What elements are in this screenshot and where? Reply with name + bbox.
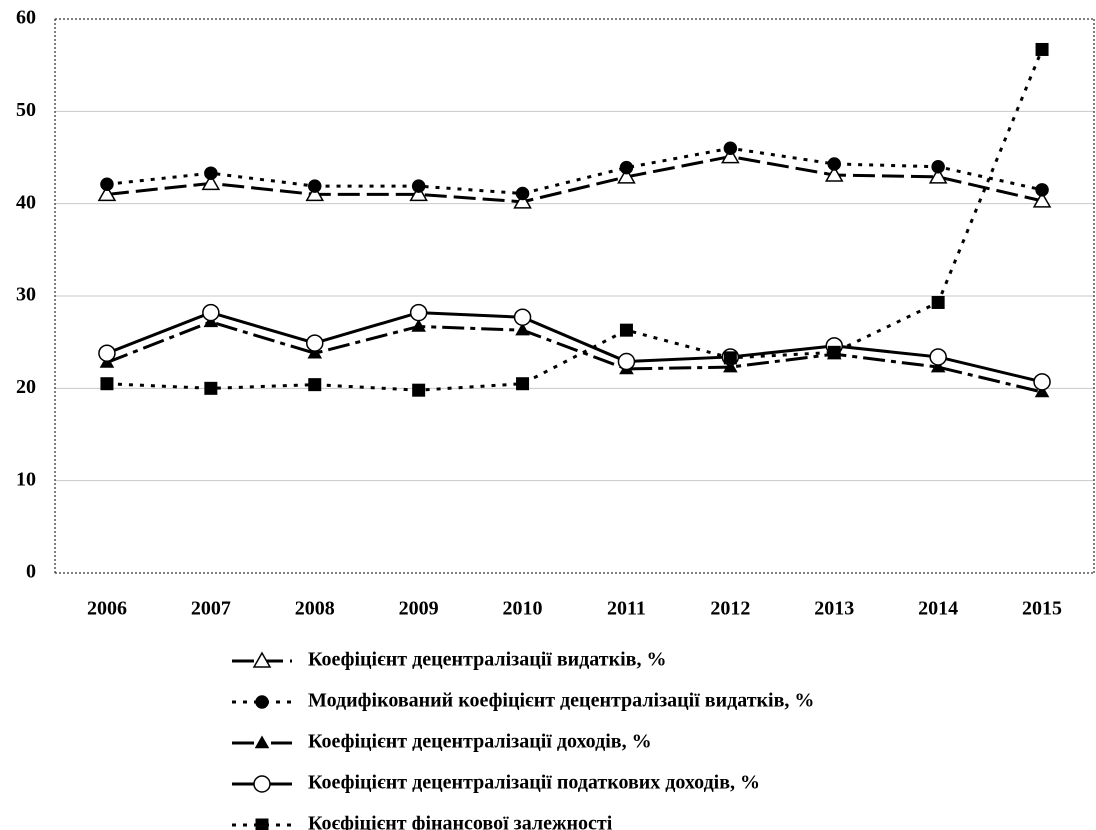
marker [723, 351, 737, 365]
series-line [106, 155, 1043, 204]
x-tick-label: 2011 [607, 598, 646, 620]
marker [928, 167, 948, 184]
series-line [106, 48, 1044, 392]
y-tick-label: 20 [16, 376, 36, 398]
y-tick-label: 30 [16, 284, 36, 306]
marker [1034, 384, 1050, 398]
marker [931, 295, 945, 309]
marker [97, 184, 117, 202]
y-tick-label: 10 [16, 468, 36, 490]
marker [723, 359, 738, 373]
x-tick-label: 2008 [295, 598, 335, 620]
marker [619, 160, 634, 175]
marker [100, 377, 114, 391]
legend-label: Коєфіцієнт фінансової залежності [308, 813, 613, 830]
marker [409, 184, 428, 202]
marker [202, 303, 220, 322]
y-tick-label: 60 [16, 7, 36, 29]
marker [723, 141, 738, 156]
marker [252, 651, 272, 668]
marker [516, 377, 530, 391]
marker [305, 184, 325, 202]
marker [98, 344, 116, 362]
marker [824, 165, 844, 182]
marker [930, 359, 946, 373]
marker [617, 167, 636, 184]
y-tick-label: 40 [16, 191, 36, 213]
marker [411, 179, 426, 193]
marker [306, 334, 324, 352]
marker [204, 166, 218, 180]
marker [100, 177, 114, 192]
x-tick-label: 2013 [814, 598, 854, 620]
marker [827, 345, 841, 359]
marker [1032, 191, 1052, 208]
marker [929, 348, 947, 366]
x-tick-label: 2014 [918, 598, 958, 620]
marker [721, 147, 740, 164]
marker [255, 695, 269, 709]
marker [253, 775, 271, 793]
marker [254, 735, 270, 749]
marker [308, 378, 322, 392]
x-tick-label: 2009 [399, 598, 439, 620]
marker [513, 308, 532, 326]
marker [619, 323, 633, 337]
marker [307, 345, 323, 359]
marker [255, 818, 269, 830]
legend-label: Коефіцієнт децентралізації доходів, % [308, 731, 652, 753]
x-tick-label: 2015 [1022, 598, 1062, 620]
series-line [106, 311, 1043, 384]
marker [515, 322, 530, 336]
marker [827, 157, 841, 171]
legend-label: Коефіцієнт децентралізації видатків, % [308, 649, 666, 671]
marker [1033, 373, 1051, 391]
x-tick-label: 2010 [503, 598, 543, 620]
marker [411, 318, 426, 332]
marker [201, 173, 221, 191]
x-tick-label: 2006 [87, 598, 127, 620]
marker [931, 159, 945, 174]
series-line [106, 146, 1043, 196]
marker [409, 303, 428, 322]
marker [513, 192, 532, 209]
marker [1035, 42, 1049, 56]
x-tick-label: 2007 [191, 598, 231, 620]
marker [204, 381, 218, 395]
legend-label: Модифікований коефіцієнт децентралізації… [308, 690, 814, 712]
legend-label: Коефіцієнт децентралізації податкових до… [308, 772, 760, 794]
y-tick-label: 0 [26, 561, 36, 583]
marker [308, 179, 322, 193]
marker [412, 383, 426, 397]
y-tick-label: 50 [16, 99, 36, 121]
x-tick-label: 2012 [710, 598, 750, 620]
marker [515, 186, 530, 201]
series-line [106, 320, 1043, 394]
marker [617, 352, 636, 371]
marker [1035, 183, 1049, 197]
